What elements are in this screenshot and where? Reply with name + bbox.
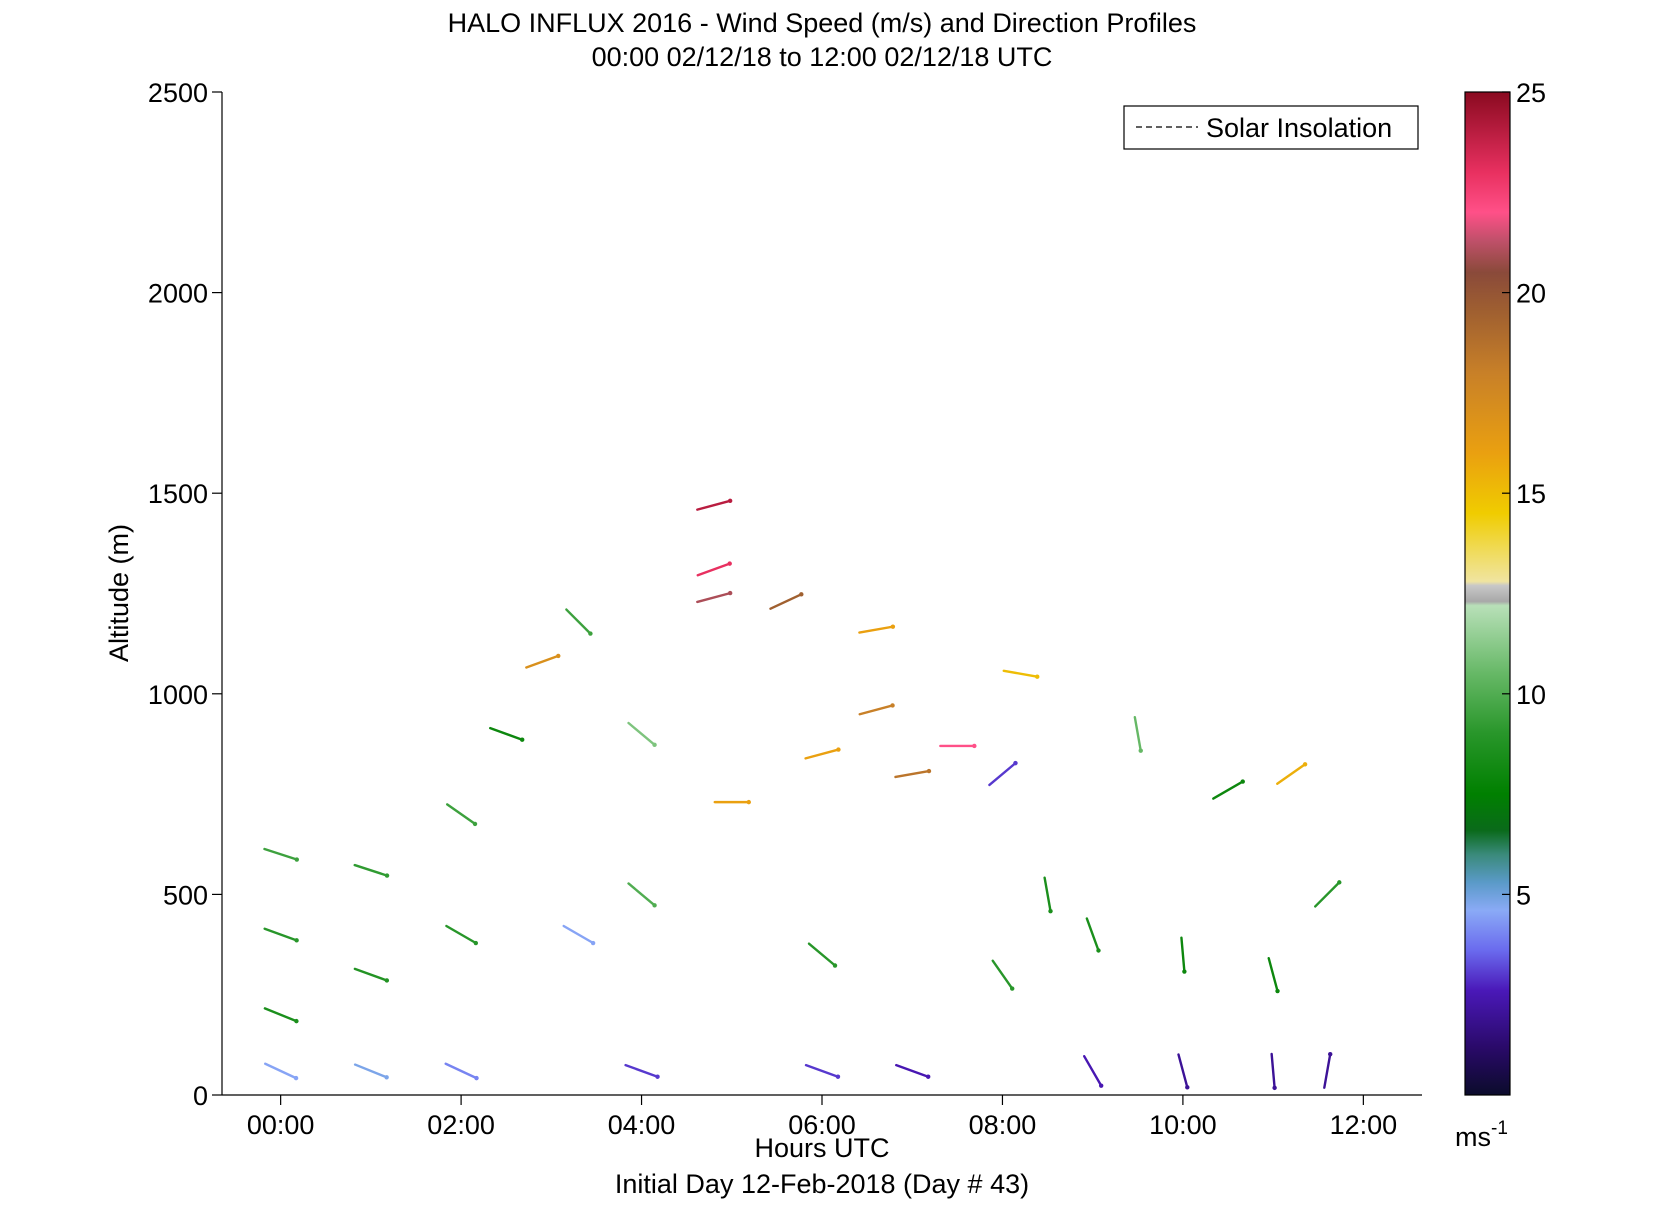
colorbar: 5 10 15 20 25 ms-1 (1455, 78, 1546, 1152)
chart-title: HALO INFLUX 2016 - Wind Speed (m/s) and … (448, 8, 1197, 38)
wind-barb (895, 1063, 931, 1079)
y-axis-label: Altitude (m) (104, 524, 134, 662)
x-tick-label: 00:00 (247, 1110, 315, 1140)
wind-barb (1043, 876, 1053, 914)
x-tick-label: 04:00 (608, 1110, 676, 1140)
y-tick-label: 0 (193, 1081, 208, 1111)
wind-barb (713, 799, 751, 805)
wind-barb (445, 803, 478, 827)
x-tick-label: 08:00 (969, 1110, 1037, 1140)
wind-barb (489, 726, 525, 742)
wind-barb (894, 768, 932, 779)
wind-barb (353, 967, 390, 983)
wind-barb (1267, 957, 1280, 994)
legend-label-solar-insolation: Solar Insolation (1206, 113, 1392, 143)
wind-barb (988, 760, 1018, 787)
colorbar-tick-label: 20 (1516, 279, 1546, 309)
colorbar-tick-label: 15 (1516, 479, 1546, 509)
wind-barb (444, 1062, 479, 1081)
legend-box (1123, 105, 1419, 150)
wind-barb (445, 924, 479, 946)
wind-barb (1212, 779, 1245, 800)
colorbar-unit-label: ms-1 (1455, 1118, 1508, 1152)
wind-barb (562, 924, 596, 946)
wind-barb (263, 927, 299, 943)
y-tick-label: 2500 (148, 78, 208, 108)
x-axis-sublabel: Initial Day 12-Feb-2018 (Day # 43) (615, 1169, 1029, 1199)
wind-barb (525, 653, 561, 669)
colorbar-tick-label: 5 (1516, 880, 1531, 910)
y-tick-label: 500 (163, 880, 208, 910)
wind-barb (696, 590, 733, 604)
x-tick-label: 12:00 (1330, 1110, 1398, 1140)
colorbar-ticks: 5 10 15 20 25 (1502, 78, 1546, 910)
wind-barb (353, 1063, 389, 1080)
wind-barb (696, 498, 733, 511)
x-axis-ticks: 00:00 02:00 04:00 06:00 08:00 10:00 12:00 (247, 1095, 1397, 1140)
wind-barb (263, 847, 300, 862)
x-tick-label: 06:00 (788, 1110, 856, 1140)
wind-barb (627, 882, 657, 908)
wind-barb (1082, 1055, 1104, 1088)
wind-barb (1323, 1051, 1333, 1089)
x-axis-label: Hours UTC (754, 1133, 889, 1163)
wind-barb (624, 1063, 660, 1079)
y-axis-ticks: 0 500 1000 1500 2000 2500 (148, 78, 222, 1111)
wind-barb (769, 592, 804, 610)
wind-barb (353, 863, 390, 878)
wind-barbs (263, 498, 1342, 1091)
wind-barb (807, 942, 838, 968)
colorbar-tick-label: 25 (1516, 78, 1546, 108)
wind-barb (696, 561, 732, 577)
wind-barb (804, 747, 841, 760)
wind-barb (804, 1063, 841, 1079)
colorbar-unit-sup: -1 (1491, 1118, 1508, 1139)
y-tick-label: 2000 (148, 279, 208, 309)
colorbar-unit-main: ms (1455, 1122, 1491, 1152)
wind-barb (1133, 715, 1143, 753)
wind-barb (263, 1007, 299, 1024)
wind-barb (1276, 762, 1308, 785)
wind-barb (627, 721, 657, 748)
wind-barb (858, 703, 895, 716)
colorbar-fill (1464, 91, 1511, 1096)
y-tick-label: 1000 (148, 680, 208, 710)
wind-barb (1002, 669, 1040, 679)
x-tick-label: 02:00 (427, 1110, 495, 1140)
wind-barb (1180, 936, 1187, 974)
wind-barb (991, 959, 1015, 991)
wind-barb (1177, 1053, 1190, 1090)
wind-barb (565, 608, 593, 636)
wind-barb (264, 1062, 299, 1081)
wind-barb (1270, 1052, 1277, 1091)
wind-barb (1085, 917, 1101, 953)
plot-area (222, 92, 1422, 1095)
colorbar-tick-label: 10 (1516, 680, 1546, 710)
x-tick-label: 10:00 (1149, 1110, 1217, 1140)
wind-barb (939, 743, 977, 749)
chart-subtitle: 00:00 02/12/18 to 12:00 02/12/18 UTC (592, 42, 1053, 72)
wind-barb (1314, 880, 1342, 908)
wind-barb (858, 624, 896, 634)
legend: Solar Insolation (1123, 105, 1419, 150)
y-tick-label: 1500 (148, 479, 208, 509)
